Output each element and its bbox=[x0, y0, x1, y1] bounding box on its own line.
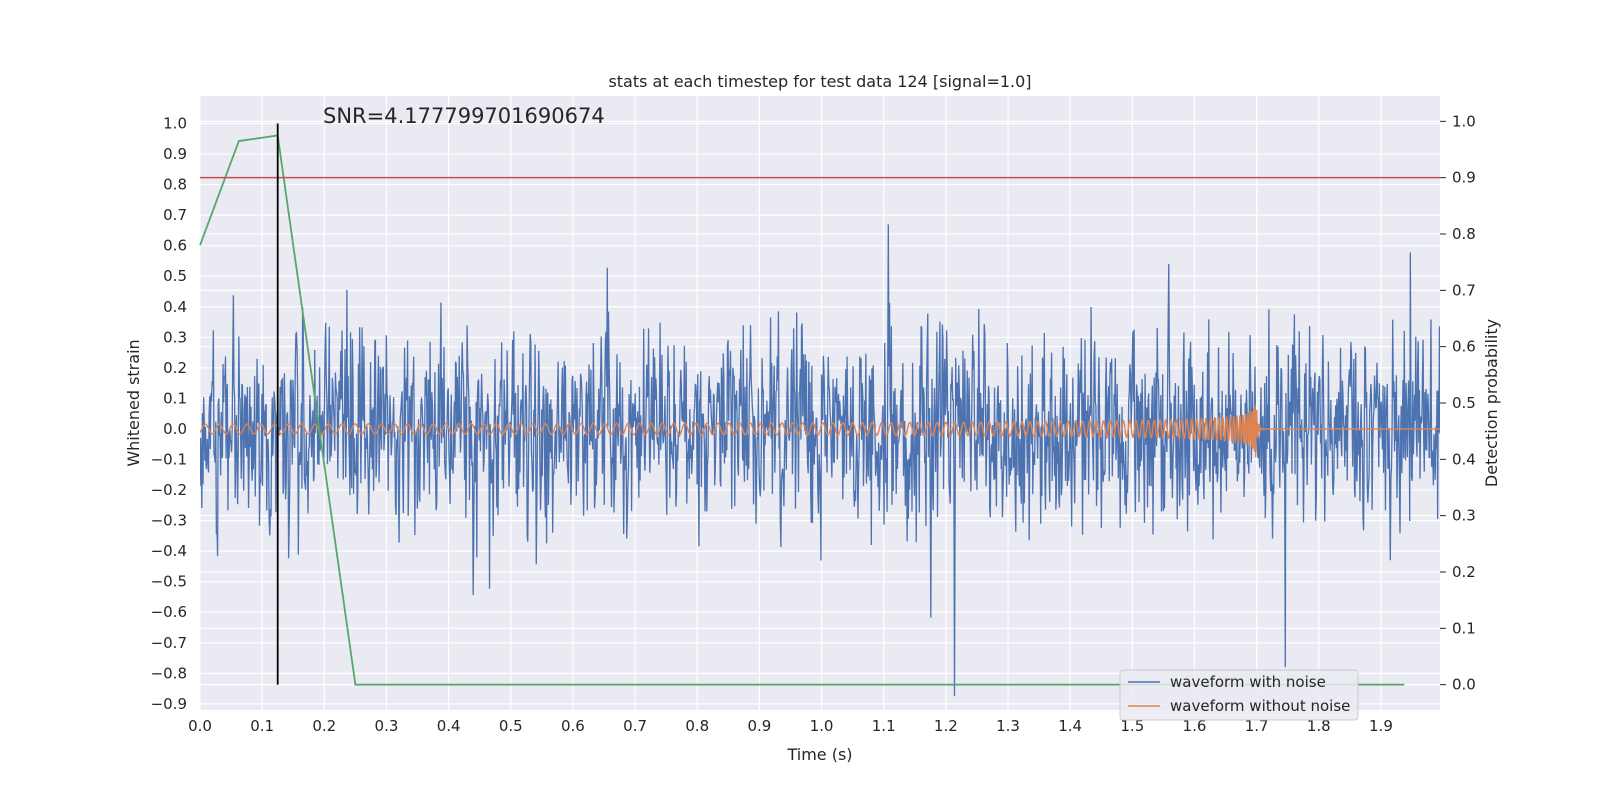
x-tick-label: 0.2 bbox=[312, 717, 336, 735]
y-tick-label: 0.7 bbox=[163, 206, 187, 224]
x-tick-label: 0.9 bbox=[747, 717, 771, 735]
y2-tick-label: 0.2 bbox=[1452, 563, 1476, 581]
x-tick-label: 1.0 bbox=[810, 717, 834, 735]
y2-tick-label: 0.4 bbox=[1452, 450, 1476, 468]
x-tick-label: 0.0 bbox=[188, 717, 212, 735]
x-tick-label: 1.7 bbox=[1245, 717, 1269, 735]
series-waveform-with-noise bbox=[200, 224, 1440, 696]
y-tick-label: −0.3 bbox=[151, 512, 187, 530]
y-tick-label: −0.9 bbox=[151, 695, 187, 713]
y2-tick-label: 0.8 bbox=[1452, 225, 1476, 243]
x-tick-label: 0.8 bbox=[685, 717, 709, 735]
y2-tick-label: 0.9 bbox=[1452, 169, 1476, 187]
x-tick-label: 0.3 bbox=[375, 717, 399, 735]
y2-tick-label: 0.0 bbox=[1452, 676, 1476, 694]
y-tick-label: 0.2 bbox=[163, 359, 187, 377]
x-tick-label: 0.4 bbox=[437, 717, 461, 735]
y-tick-label: 1.0 bbox=[163, 114, 187, 132]
y-tick-label: −0.6 bbox=[151, 603, 187, 621]
y-tick-label: 0.0 bbox=[163, 420, 187, 438]
y-tick-label: 0.6 bbox=[163, 237, 187, 255]
x-tick-label: 1.1 bbox=[872, 717, 896, 735]
y2-axis-label: Detection probability bbox=[1482, 319, 1501, 487]
y2-tick-label: 0.3 bbox=[1452, 507, 1476, 525]
y-tick-label: −0.2 bbox=[151, 481, 187, 499]
y-tick-label: −0.7 bbox=[151, 634, 187, 652]
y-axis-label: Whitened strain bbox=[124, 339, 143, 466]
legend-label-clean: waveform without noise bbox=[1170, 697, 1350, 715]
x-tick-label: 0.5 bbox=[499, 717, 523, 735]
y2-tick-labels: 1.0 0.9 0.8 0.7 0.6 0.5 0.4 0.3 0.2 0.1 0.0 bbox=[1440, 112, 1476, 694]
x-tick-label: 0.7 bbox=[623, 717, 647, 735]
legend-label-noise: waveform with noise bbox=[1170, 673, 1326, 691]
x-axis-label: Time (s) bbox=[786, 745, 852, 764]
x-tick-label: 0.6 bbox=[561, 717, 585, 735]
y-tick-label: 0.8 bbox=[163, 176, 187, 194]
x-tick-label: 0.1 bbox=[250, 717, 274, 735]
x-tick-label: 1.2 bbox=[934, 717, 958, 735]
y-tick-label: −0.4 bbox=[151, 542, 187, 560]
y-tick-label: 0.9 bbox=[163, 145, 187, 163]
y-tick-label: −0.5 bbox=[151, 573, 187, 591]
y-tick-label: 0.3 bbox=[163, 328, 187, 346]
y2-tick-label: 0.7 bbox=[1452, 281, 1476, 299]
y-tick-labels: 1.0 0.9 0.8 0.7 0.6 0.5 0.4 0.3 0.2 0.1 0.0 −0.1 −0.… bbox=[151, 114, 187, 712]
x-tick-label: 1.3 bbox=[996, 717, 1020, 735]
x-tick-label: 1.5 bbox=[1120, 717, 1144, 735]
y-tick-label: 0.1 bbox=[163, 389, 187, 407]
y-tick-label: 0.5 bbox=[163, 267, 187, 285]
y-tick-label: −0.1 bbox=[151, 451, 187, 469]
chart-title: stats at each timestep for test data 124… bbox=[608, 72, 1031, 91]
x-tick-label: 1.6 bbox=[1183, 717, 1207, 735]
x-tick-label: 1.9 bbox=[1369, 717, 1393, 735]
y2-tick-label: 0.1 bbox=[1452, 619, 1476, 637]
data-layer bbox=[200, 224, 1440, 696]
snr-annotation: SNR=4.177799701690674 bbox=[323, 104, 605, 128]
y2-tick-label: 0.6 bbox=[1452, 338, 1476, 356]
y2-tick-label: 0.5 bbox=[1452, 394, 1476, 412]
x-tick-label: 1.4 bbox=[1058, 717, 1082, 735]
y-tick-label: −0.8 bbox=[151, 664, 187, 682]
x-tick-label: 1.8 bbox=[1307, 717, 1331, 735]
y-tick-label: 0.4 bbox=[163, 298, 187, 316]
legend: waveform with noise waveform without noi… bbox=[1119, 669, 1359, 721]
series-waveform-without-noise bbox=[200, 404, 1440, 458]
x-tick-labels: 0.0 0.1 0.2 0.3 0.4 0.5 0.6 0.7 0.8 0.9 1.0 1.1 1.2 1… bbox=[188, 717, 1393, 735]
y2-tick-label: 1.0 bbox=[1452, 112, 1476, 130]
legend-box bbox=[1119, 669, 1359, 721]
